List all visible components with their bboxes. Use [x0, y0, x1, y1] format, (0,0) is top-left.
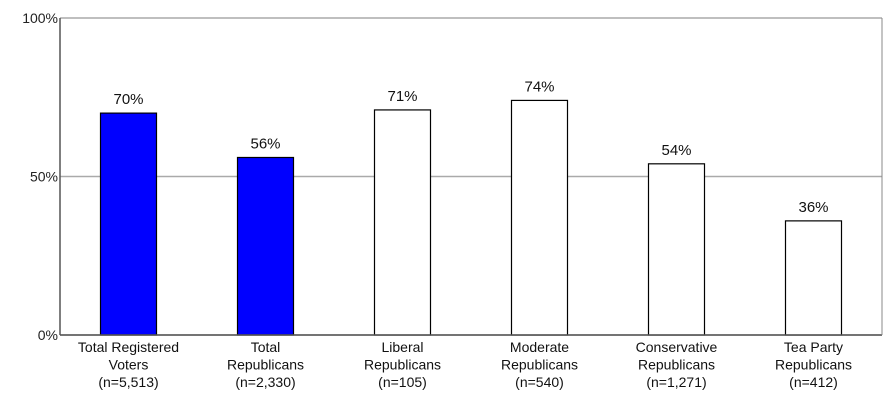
data-label: 36% — [798, 199, 828, 216]
y-tick-label: 0% — [38, 327, 58, 343]
bar — [99, 112, 158, 336]
data-label: 71% — [387, 88, 417, 105]
x-tick-label-line: (n=540) — [515, 374, 564, 390]
x-tick-label: Total Registered Voters (n=5,513) — [78, 339, 179, 390]
bar — [373, 109, 432, 336]
x-tick-label-line: Liberal — [381, 339, 423, 355]
bar — [510, 99, 569, 336]
bar — [647, 163, 706, 336]
data-label: 70% — [113, 91, 143, 108]
grid-layer — [60, 17, 882, 336]
x-tick-label-line: Republicans — [227, 357, 304, 373]
x-tick-label-line: Total Registered — [78, 339, 179, 355]
axis-layer — [59, 18, 883, 336]
y-tick-label: 50% — [30, 169, 58, 185]
labels-layer: 0% 50% 100% 70% Total Registered Voters (n=5,5… — [22, 10, 852, 390]
y-tick-label: 100% — [22, 10, 58, 26]
x-tick-label: Moderate Republicans (n=540) — [501, 339, 578, 390]
data-label: 74% — [524, 78, 554, 95]
x-tick-label-line: Republicans — [364, 357, 441, 373]
x-tick-label-line: Voters — [109, 357, 149, 373]
x-tick-label: Tea Party Republicans (n=412) — [775, 339, 852, 390]
x-tick-label-line: (n=1,271) — [646, 374, 706, 390]
x-tick-label-line: Republicans — [638, 357, 715, 373]
x-tick-label-line: (n=5,513) — [98, 374, 158, 390]
x-tick-label-line: Moderate — [510, 339, 569, 355]
x-tick-label-line: (n=2,330) — [235, 374, 295, 390]
data-label: 54% — [661, 142, 691, 159]
x-tick-label-line: Total — [251, 339, 281, 355]
x-tick-label-line: Tea Party — [784, 339, 843, 355]
x-tick-label: Conservative Republicans (n=1,271) — [636, 339, 718, 390]
x-tick-label-line: Republicans — [501, 357, 578, 373]
bar — [784, 220, 843, 336]
x-tick-label-line: (n=412) — [789, 374, 838, 390]
x-tick-label-line: (n=105) — [378, 374, 427, 390]
bars-layer — [99, 99, 843, 336]
data-label: 56% — [250, 135, 280, 152]
x-tick-label-line: Conservative — [636, 339, 718, 355]
bar — [236, 156, 295, 336]
x-tick-label: Liberal Republicans (n=105) — [364, 339, 441, 390]
x-tick-label: Total Republicans (n=2,330) — [227, 339, 304, 390]
x-tick-label-line: Republicans — [775, 357, 852, 373]
